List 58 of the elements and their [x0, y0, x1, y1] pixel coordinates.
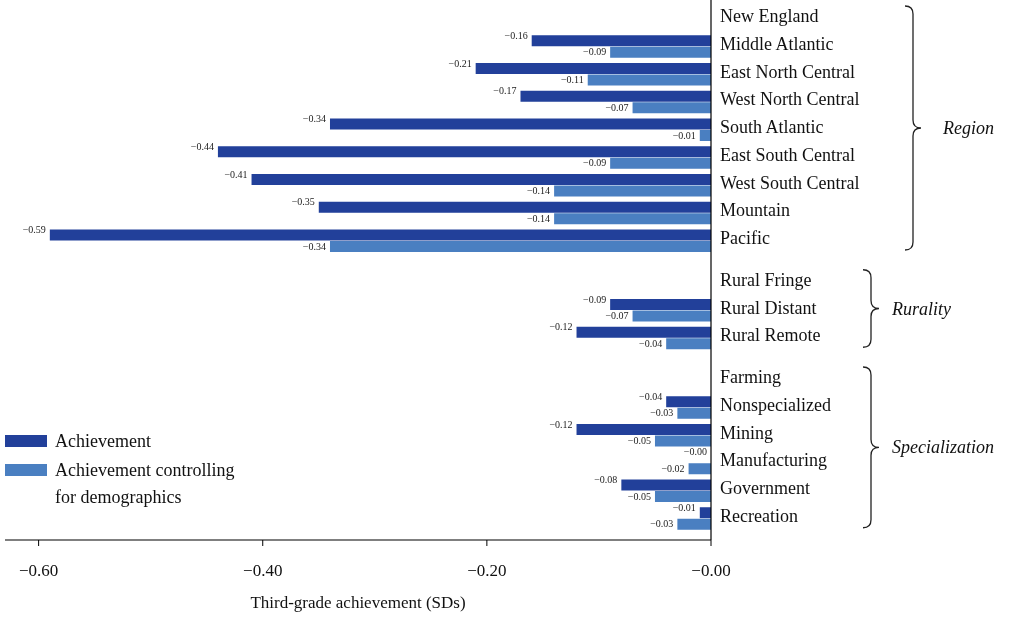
y-tick-label: East North Central: [720, 61, 855, 82]
data-label: −0.01: [672, 501, 696, 513]
text: Specialization: [892, 437, 994, 458]
text: Region: [942, 118, 994, 138]
data-label: −0.16: [504, 29, 528, 41]
data-label: −0.12: [549, 321, 573, 333]
text: Rurality: [891, 298, 951, 319]
y-tick-label: Recreation: [720, 505, 798, 526]
data-label: −0.59: [22, 224, 46, 235]
y-tick-label: Farming: [720, 367, 781, 387]
legend-label: Achievement controlling for demographics: [55, 460, 235, 507]
data-label: −0.03: [650, 518, 674, 530]
x-tick-label: −0.40: [243, 561, 283, 580]
y-tick-label: West North Central: [720, 89, 860, 110]
y-tick-label: Rural Fringe: [720, 269, 812, 290]
data-label: −0.07: [605, 101, 629, 113]
x-axis-title: Third-grade achievement (SDs): [250, 593, 466, 612]
data-label: −0.09: [583, 46, 607, 58]
x-tick-label: −0.00: [691, 561, 731, 580]
y-tick-label: Rural Remote: [720, 325, 821, 346]
y-tick-label: West South Central: [720, 172, 860, 193]
data-label: −0.07: [605, 310, 629, 321]
x-tick-label: −0.20: [467, 561, 507, 580]
y-tick-label: Mountain: [720, 200, 790, 221]
data-label: −0.09: [583, 293, 607, 305]
y-tick-label: East South Central: [720, 144, 855, 165]
data-label: −0.05: [627, 435, 651, 446]
data-label: −0.08: [594, 474, 618, 485]
data-label: −0.00: [683, 446, 707, 458]
data-label: −0.01: [672, 129, 696, 141]
data-label: −0.09: [583, 157, 607, 169]
y-tick-label: Middle Atlantic: [720, 33, 834, 54]
y-tick-label: Manufacturing: [720, 450, 827, 471]
y-tick-label: Pacific: [720, 228, 770, 248]
y-tick-label: Nonspecialized: [720, 394, 831, 415]
x-tick-label: −0.60: [18, 561, 59, 580]
data-label: −0.14: [526, 212, 551, 224]
data-label: −0.04: [639, 337, 663, 349]
data-label: −0.05: [627, 490, 651, 502]
y-tick-label: Mining: [720, 422, 774, 443]
data-label: −0.14: [526, 185, 551, 196]
data-label: −0.34: [302, 240, 326, 252]
data-label: −0.12: [549, 418, 573, 430]
data-label: −0.02: [661, 462, 685, 474]
data-label: −0.34: [302, 113, 326, 124]
y-tick-label: Government: [720, 478, 810, 498]
data-label: −0.11: [560, 74, 584, 85]
data-label: −0.17: [493, 85, 517, 97]
y-tick-label: South Atlantic: [720, 117, 824, 137]
y-tick-label: New England: [720, 6, 819, 26]
data-label: −0.35: [291, 196, 315, 208]
data-label: −0.03: [650, 407, 674, 419]
data-label: −0.21: [448, 57, 472, 69]
data-label: −0.44: [190, 140, 214, 152]
data-label: −0.41: [224, 168, 248, 180]
y-tick-label: Rural Distant: [720, 297, 817, 318]
data-label: −0.04: [639, 390, 663, 402]
legend-label: Achievement: [55, 431, 151, 451]
